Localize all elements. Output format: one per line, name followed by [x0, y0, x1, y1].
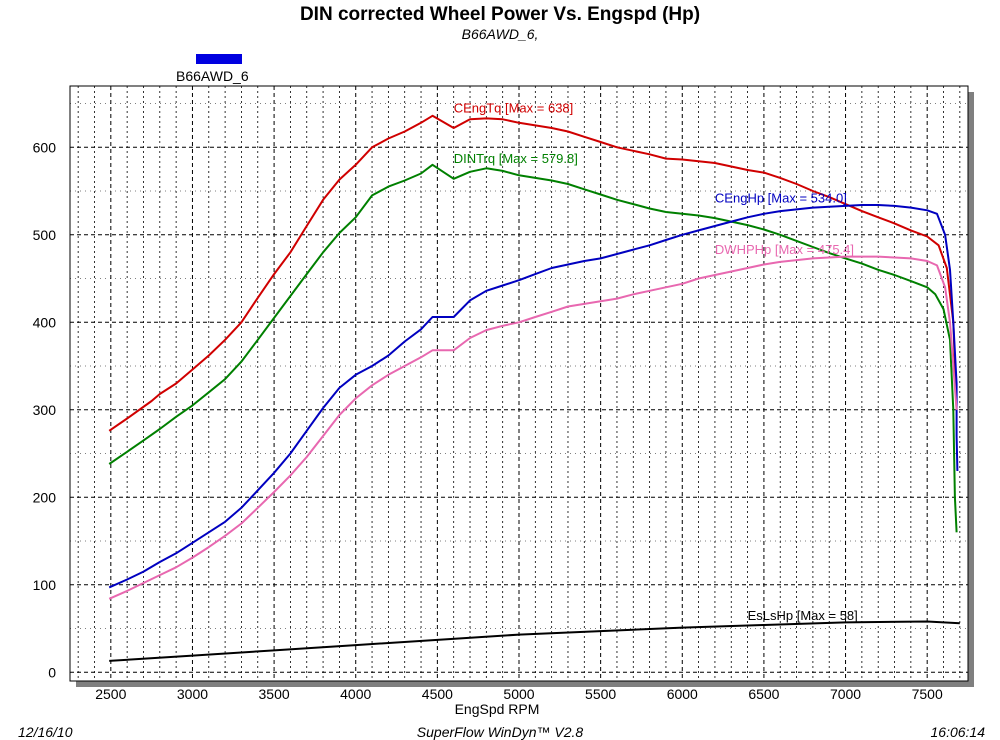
- y-tick-label: 0: [48, 664, 56, 680]
- series-label-1: DINTrq [Max = 579.8]: [454, 151, 578, 166]
- x-tick-label: 6500: [748, 686, 779, 702]
- series-line-4: [109, 620, 960, 662]
- x-tick-label: 2500: [95, 686, 126, 702]
- series-group: [108, 114, 960, 662]
- footer-software: SuperFlow WinDyn™ V2.8: [417, 724, 584, 740]
- x-axis-label: EngSpd RPM: [455, 701, 540, 717]
- series-line-1: [108, 163, 958, 533]
- x-tick-label: 6000: [667, 686, 698, 702]
- x-tick-label: 3500: [259, 686, 290, 702]
- x-tick-label: 5500: [585, 686, 616, 702]
- footer-time: 16:06:14: [931, 724, 986, 740]
- series-line-0: [108, 114, 958, 432]
- y-tick-label: 200: [33, 489, 57, 505]
- y-tick-label: 300: [33, 402, 57, 418]
- axis-ticks: 2500 3000 3500 4000 4500 5000 5500 6000 6500 7000…: [33, 139, 943, 702]
- x-tick-label: 7500: [912, 686, 943, 702]
- series-labels: CEngTq [Max = 638] DINTrq [Max = 579.8] CE…: [454, 100, 858, 623]
- series-line-3: [108, 255, 958, 600]
- footer-date: 12/16/10: [18, 724, 73, 740]
- y-tick-label: 600: [33, 139, 57, 155]
- y-tick-label: 100: [33, 577, 57, 593]
- legend-swatch: [196, 54, 242, 64]
- y-tick-label: 500: [33, 227, 57, 243]
- series-label-2: CEngHp [Max = 534.0]: [715, 190, 847, 205]
- x-tick-label: 4000: [340, 686, 371, 702]
- series-label-3: DWHPHp [Max = 475.4]: [715, 242, 854, 257]
- x-tick-label: 3000: [177, 686, 208, 702]
- chart-title: DIN corrected Wheel Power Vs. Engspd (Hp…: [300, 4, 700, 25]
- x-tick-label: 7000: [830, 686, 861, 702]
- y-tick-label: 400: [33, 314, 57, 330]
- series-label-0: CEngTq [Max = 638]: [454, 100, 574, 115]
- x-tick-label: 5000: [503, 686, 534, 702]
- series-label-4: EsLsHp [Max = 58]: [748, 608, 858, 623]
- legend-label: B66AWD_6: [176, 68, 249, 84]
- chart-subtitle: B66AWD_6,: [462, 26, 539, 42]
- x-tick-label: 4500: [422, 686, 453, 702]
- series-line-2: [108, 204, 959, 589]
- grid: [70, 86, 968, 681]
